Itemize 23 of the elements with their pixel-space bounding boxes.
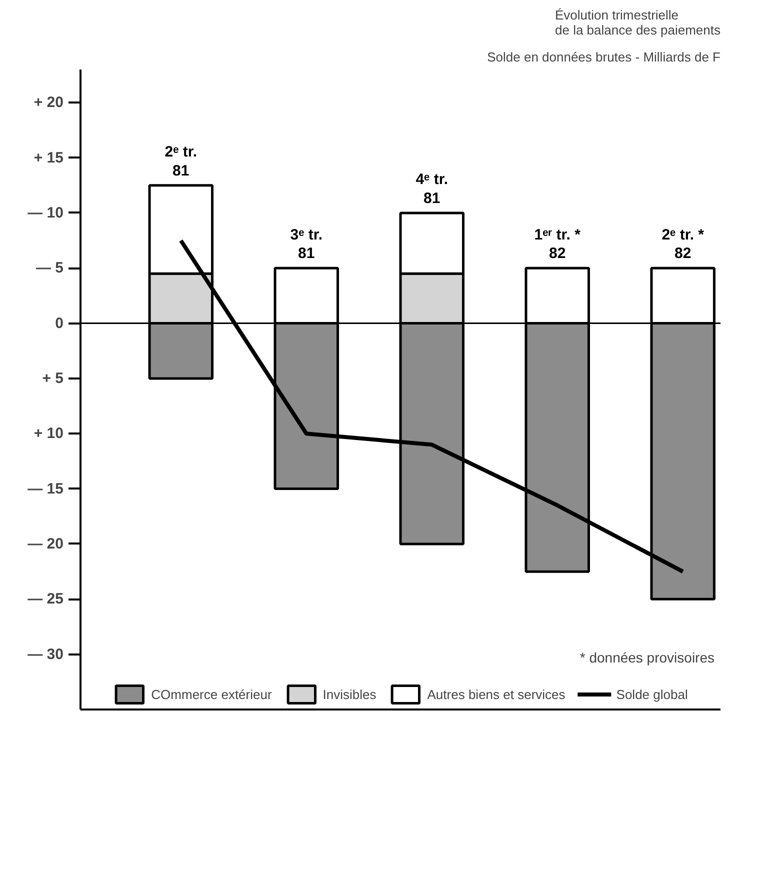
legend-label: Autres biens et services <box>427 686 566 702</box>
y-tick-label: — 5 <box>36 260 64 277</box>
chart-title: Évolution trimestrielle de la balance des paiements <box>555 8 721 38</box>
x-tick-label: 2ᵉ tr. * 82 <box>662 226 704 262</box>
y-tick-label: — 10 <box>28 204 64 222</box>
x-tick-label: 2ᵉ tr. 81 <box>164 144 198 180</box>
x-tick-label: 4ᵉ tr. 81 <box>416 171 448 207</box>
y-tick-label: + 5 <box>42 370 64 387</box>
y-tick-label: + 10 <box>34 425 64 442</box>
annotation: * données provisoires <box>580 650 715 666</box>
y-tick-label: + 20 <box>34 94 64 112</box>
y-tick-label: — 25 <box>28 590 64 608</box>
y-tick-label: — 20 <box>28 535 64 552</box>
y-tick-label: 0 <box>55 314 64 332</box>
chart-subtitle: Solde en données brutes - Milliards de F <box>487 50 721 64</box>
y-tick-label: — 30 <box>28 646 64 663</box>
y-tick-label: + 15 <box>34 149 64 166</box>
x-tick-label: 1ᵉʳ tr. * 82 <box>534 226 581 262</box>
legend-label: Invisibles <box>322 686 376 702</box>
y-tick-label: — 15 <box>28 480 64 498</box>
legend-label: COmmerce extérieur <box>151 686 272 702</box>
legend-label: Solde global <box>616 686 688 702</box>
x-tick-label: 3ᵉ tr. 81 <box>290 226 323 262</box>
